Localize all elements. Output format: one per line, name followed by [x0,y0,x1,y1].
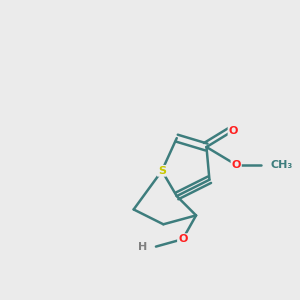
Text: H: H [138,242,148,252]
Text: O: O [229,126,238,136]
Text: O: O [232,160,241,170]
Text: S: S [158,166,166,176]
Text: O: O [178,234,188,244]
Text: CH₃: CH₃ [270,160,292,170]
